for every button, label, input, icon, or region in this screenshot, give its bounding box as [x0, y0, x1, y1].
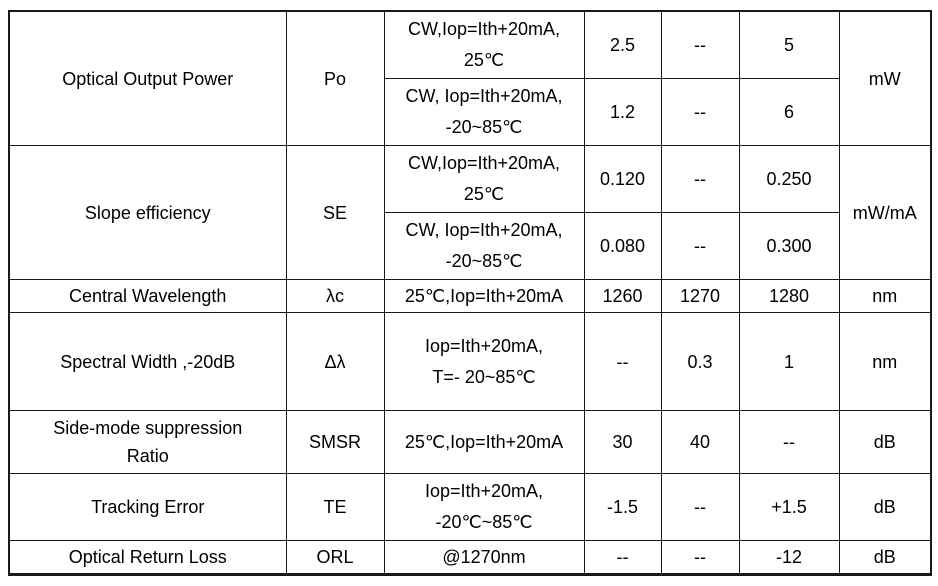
condition-line: -20~85℃ — [445, 251, 523, 271]
symbol-cell: Po — [285, 10, 385, 146]
min-cell: 2.5 — [583, 10, 662, 79]
max-cell: 0.250 — [738, 145, 840, 213]
condition-cell: Iop=Ith+20mA, -20℃~85℃ — [383, 473, 585, 541]
typ-cell: 40 — [660, 410, 740, 474]
max-cell: 1 — [738, 312, 840, 411]
condition-line: 25℃ — [463, 50, 505, 70]
condition-line: Iop=Ith+20mA, — [424, 335, 544, 356]
table-row: Tracking Error TE Iop=Ith+20mA, -20℃~85℃… — [8, 473, 932, 541]
min-cell: 1260 — [583, 279, 662, 313]
table-row: Slope efficiency SE CW,Iop=Ith+20mA, 25℃… — [8, 145, 932, 280]
table-row: CW, Iop=Ith+20mA, -20~85℃ 1.2 -- 6 — [9, 78, 931, 146]
table-row: Optical Output Power Po CW,Iop=Ith+20mA,… — [8, 10, 932, 146]
min-cell: 30 — [583, 410, 662, 474]
param-line: Ratio — [126, 446, 169, 466]
unit-cell: dB — [838, 410, 932, 474]
condition-cell: 25℃,Iop=Ith+20mA — [383, 279, 585, 313]
unit-cell: mW/mA — [838, 145, 932, 280]
max-cell: 6 — [738, 78, 840, 146]
unit-cell: nm — [838, 279, 932, 313]
min-cell: -1.5 — [583, 473, 662, 541]
max-cell: 1280 — [738, 279, 840, 313]
condition-line: CW,Iop=Ith+20mA, — [407, 19, 561, 39]
table-row: Side-mode suppression Ratio SMSR 25℃,Iop… — [8, 410, 932, 474]
condition-line: 25℃ — [463, 184, 505, 204]
typ-cell: -- — [660, 10, 740, 79]
symbol-cell: SE — [285, 145, 385, 280]
param-cell: Side-mode suppression Ratio — [8, 410, 287, 474]
param-cell: Spectral Width ,-20dB — [8, 312, 287, 411]
min-cell: 1.2 — [583, 78, 662, 146]
table-row: Spectral Width ,-20dB Δλ Iop=Ith+20mA, T… — [8, 312, 932, 411]
param-cell: Central Wavelength — [8, 279, 287, 313]
param-cell: Tracking Error — [8, 473, 287, 541]
table-row: Central Wavelength λc 25℃,Iop=Ith+20mA 1… — [8, 279, 932, 313]
typ-cell: 1270 — [660, 279, 740, 313]
typ-cell: -- — [660, 78, 740, 146]
condition-cell: CW, Iop=Ith+20mA, -20~85℃ — [383, 78, 585, 146]
max-cell: -- — [738, 410, 840, 474]
condition-cell: 25℃,Iop=Ith+20mA — [383, 410, 585, 474]
condition-line: CW,Iop=Ith+20mA, — [407, 153, 561, 173]
condition-line: -20~85℃ — [445, 117, 523, 137]
condition-line: Iop=Ith+20mA, — [424, 481, 544, 501]
param-cell: Slope efficiency — [8, 145, 287, 280]
condition-cell: CW, Iop=Ith+20mA, -20~85℃ — [383, 212, 585, 280]
symbol-cell: Δλ — [285, 312, 385, 411]
unit-cell: mW — [838, 10, 932, 146]
typ-cell: 0.3 — [660, 312, 740, 411]
unit-cell: nm — [838, 312, 932, 411]
condition-line: -20℃~85℃ — [435, 512, 533, 532]
max-cell: +1.5 — [738, 473, 840, 541]
min-cell: -- — [583, 312, 662, 411]
condition-line: T=- 20~85℃ — [432, 366, 536, 387]
symbol-cell: TE — [285, 473, 385, 541]
unit-cell: dB — [838, 473, 932, 541]
typ-cell: -- — [660, 145, 740, 213]
condition-cell: Iop=Ith+20mA, T=- 20~85℃ — [383, 312, 585, 411]
condition-cell: CW,Iop=Ith+20mA, 25℃ — [383, 145, 585, 213]
min-cell: 0.080 — [583, 212, 662, 280]
spec-table: Optical Output Power Po CW,Iop=Ith+20mA,… — [8, 10, 932, 576]
max-cell: 0.300 — [738, 212, 840, 280]
condition-cell: CW,Iop=Ith+20mA, 25℃ — [383, 10, 585, 79]
param-cell: Optical Output Power — [8, 10, 287, 146]
condition-line: CW, Iop=Ith+20mA, — [405, 86, 563, 106]
typ-cell: -- — [660, 212, 740, 280]
symbol-cell: λc — [285, 279, 385, 313]
min-cell: 0.120 — [583, 145, 662, 213]
max-cell: 5 — [738, 10, 840, 79]
condition-line: CW, Iop=Ith+20mA, — [405, 220, 563, 240]
param-line: Side-mode suppression — [53, 418, 243, 438]
typ-cell: -- — [660, 473, 740, 541]
symbol-cell: SMSR — [285, 410, 385, 474]
